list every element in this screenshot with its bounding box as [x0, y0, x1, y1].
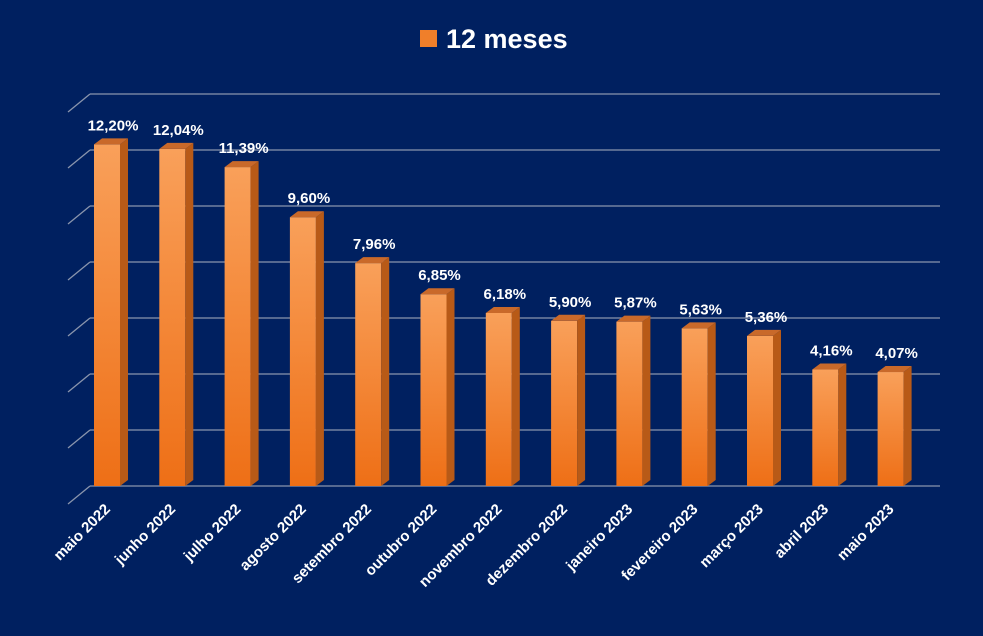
data-label: 6,18% — [484, 286, 527, 303]
gridline-depth — [67, 261, 91, 281]
data-label: 5,90% — [549, 294, 592, 311]
bar-top — [224, 161, 259, 168]
bar-top — [551, 314, 586, 321]
bar-top — [159, 142, 194, 149]
gridline-depth — [67, 205, 91, 225]
bar — [485, 312, 512, 486]
x-tick-label: maio 2023 — [834, 501, 897, 564]
bar-side — [838, 363, 847, 486]
bar-top — [94, 138, 128, 145]
bar-top — [485, 306, 520, 313]
bar-top — [289, 211, 324, 218]
data-label: 11,39% — [219, 140, 269, 157]
data-label: 12,20% — [88, 117, 139, 134]
data-label: 9,60% — [288, 190, 331, 207]
bar-side — [707, 322, 716, 486]
bar-top — [616, 315, 651, 322]
bar-side — [315, 211, 324, 486]
data-label: 5,87% — [614, 295, 657, 312]
bar — [877, 372, 904, 486]
bar — [747, 335, 773, 486]
x-tick-label: março 2023 — [696, 501, 766, 571]
x-tick-label: maio 2022 — [51, 501, 114, 564]
bar-top — [747, 329, 781, 336]
bar-side — [185, 142, 194, 486]
bar-side — [903, 366, 912, 486]
bar — [551, 320, 578, 486]
bar-side — [446, 288, 455, 486]
gridline-depth — [67, 429, 91, 449]
x-tick-label: abril 2023 — [771, 501, 832, 562]
bar-top — [420, 288, 455, 295]
bar-top — [681, 322, 716, 329]
gridline-depth — [67, 149, 91, 169]
bar — [681, 328, 708, 486]
data-label: 4,07% — [875, 345, 918, 362]
x-tick-label: janeiro 2023 — [562, 501, 636, 575]
bar-side — [511, 306, 520, 486]
bar — [355, 263, 382, 486]
bar — [420, 294, 447, 486]
bar-side — [250, 161, 259, 486]
data-label: 5,36% — [745, 309, 788, 326]
bars — [94, 138, 912, 486]
bar — [94, 144, 120, 486]
bar-side — [773, 329, 781, 486]
bar-side — [642, 315, 651, 486]
bar-side — [381, 257, 390, 486]
legend: 12 meses — [420, 24, 568, 54]
bar — [616, 321, 643, 486]
data-label: 5,63% — [679, 301, 722, 318]
data-label: 7,96% — [353, 236, 396, 253]
bar-side — [577, 314, 586, 486]
gridline-depth — [67, 317, 91, 337]
data-label: 6,85% — [418, 267, 461, 284]
bar — [289, 217, 316, 486]
data-labels: 12,20% 12,04% 11,39% 9,60% 7,96% 6,85% 6,18% 5,… — [88, 117, 918, 362]
data-label: 12,04% — [153, 122, 204, 139]
bar-top — [812, 363, 847, 370]
data-label: 4,16% — [810, 343, 853, 360]
gridline-depth — [67, 485, 91, 505]
bar — [159, 148, 186, 486]
bar-side — [120, 138, 128, 486]
bar — [224, 167, 251, 486]
x-tick-label: agosto 2022 — [236, 501, 309, 574]
legend-swatch — [420, 30, 437, 47]
x-tick-label: junho 2022 — [111, 501, 179, 569]
bar-top — [877, 366, 912, 373]
bar-top — [355, 257, 390, 264]
legend-label: 12 meses — [446, 24, 568, 54]
bar — [812, 369, 839, 486]
x-tick-label: julho 2022 — [180, 501, 245, 566]
gridline-depth — [67, 93, 91, 113]
gridline-depth — [67, 373, 91, 393]
